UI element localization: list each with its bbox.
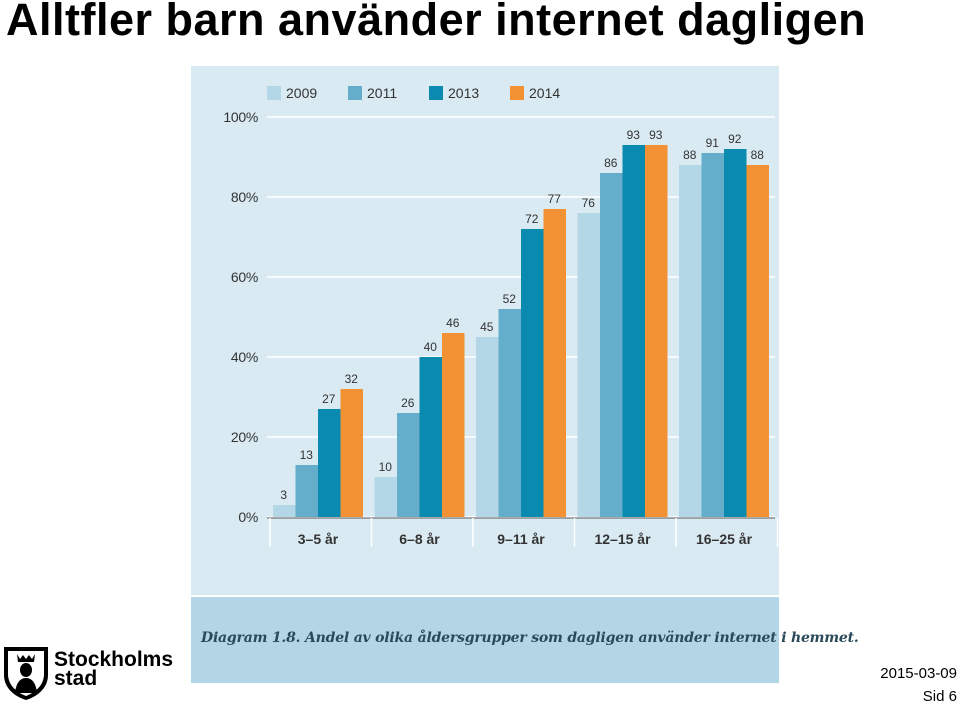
bar [374,477,397,517]
data-label: 93 [649,128,663,142]
data-label: 3 [280,488,287,502]
data-label: 13 [300,448,314,462]
legend-label: 2009 [286,85,317,101]
data-label: 52 [503,292,517,306]
y-tick-label: 40% [231,349,258,365]
y-tick-label: 80% [231,189,258,205]
data-label: 76 [582,196,596,210]
bar [577,213,600,517]
bar [340,389,363,517]
page-number: Sid 6 [922,688,957,705]
stockholm-crest-icon [4,647,48,700]
data-label: 27 [322,392,336,406]
bar [498,309,521,517]
bar [318,409,341,517]
legend-swatch [510,86,524,100]
y-tick-label: 100% [223,109,258,125]
bar [645,145,668,517]
bar [679,165,702,517]
chart-caption: Diagram 1.8. Andel av olika åldersgruppe… [201,630,859,646]
data-label: 88 [751,148,765,162]
bar [295,465,318,517]
data-label: 93 [627,128,641,142]
data-label: 86 [604,156,618,170]
legend-label: 2014 [529,85,560,101]
legend-swatch [267,86,281,100]
caption-panel: Diagram 1.8. Andel av olika åldersgruppe… [191,597,859,683]
slide-date: 2015-03-09 [880,665,957,682]
org-name-line1: Stockholms [54,648,174,671]
data-label: 72 [525,212,539,226]
bar [476,337,499,517]
data-label: 40 [424,340,438,354]
y-tick-label: 0% [238,509,258,525]
bar [419,357,442,517]
bar [543,209,566,517]
bar [600,173,623,517]
org-name: Stockholms stad [54,648,174,690]
bar [442,333,465,517]
bar [622,145,645,517]
bar-chart: 0% 20% 40% 60% 80% 100% 2009 2011 2013 2014 3 13 27 3… [223,85,779,547]
x-tick-label: 3–5 år [298,531,339,547]
data-label: 10 [379,460,393,474]
bar [746,165,769,517]
legend-swatch [429,86,443,100]
data-label: 26 [401,396,415,410]
org-name-line2: stad [54,667,98,690]
data-label: 45 [480,320,494,334]
data-label: 92 [728,132,742,146]
data-label: 32 [345,372,359,386]
data-label: 46 [446,316,460,330]
x-tick-label: 6–8 år [399,531,440,547]
bar [397,413,420,517]
data-label: 77 [548,192,562,206]
data-label: 91 [706,136,720,150]
x-tick-label: 16–25 år [696,531,753,547]
x-tick-label: 12–15 år [594,531,651,547]
bar [521,229,544,517]
bar [724,149,747,517]
legend-label: 2013 [448,85,479,101]
data-label: 88 [683,148,697,162]
legend-swatch [348,86,362,100]
legend-label: 2011 [367,85,397,101]
y-tick-label: 60% [231,269,258,285]
bar [273,505,296,517]
bar [701,153,724,517]
y-tick-label: 20% [231,429,258,445]
x-tick-label: 9–11 år [497,531,545,547]
slide-title: Alltfler barn använder internet dagligen [6,0,867,45]
